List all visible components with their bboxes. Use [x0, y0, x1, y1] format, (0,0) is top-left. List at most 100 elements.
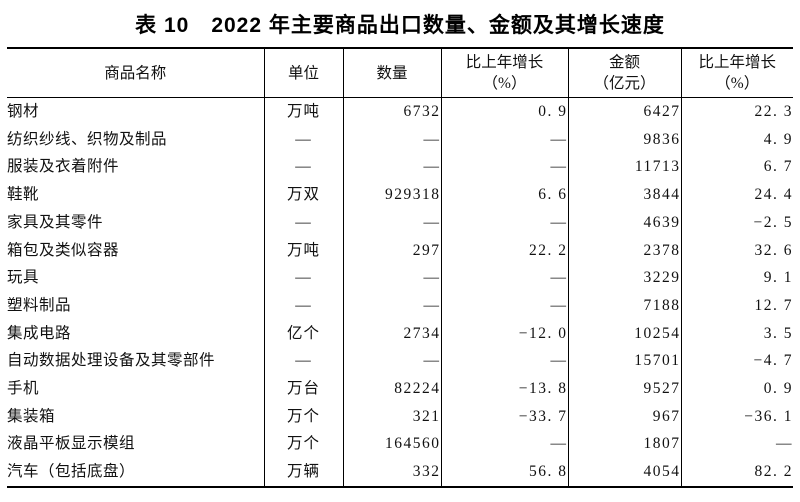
cell-quantity-growth: — — [440, 430, 568, 459]
cell-quantity: 2734 — [342, 319, 441, 348]
cell-unit: — — [263, 347, 343, 376]
cell-unit: — — [263, 208, 343, 237]
cell-unit: 万台 — [263, 375, 343, 403]
cell-amount: 1807 — [567, 430, 681, 459]
table-row: 玩具 — — — 3229 9. 1 — [7, 264, 793, 292]
cell-amount-growth: −4. 7 — [680, 347, 793, 376]
table-row: 箱包及类似容器 万吨 297 22. 2 2378 32. 6 — [7, 236, 793, 265]
cell-amount-growth: 12. 7 — [680, 291, 793, 320]
cell-commodity-name: 纺织纱线、织物及制品 — [7, 130, 168, 148]
cell-quantity: — — [342, 347, 441, 376]
cell-unit: — — [263, 291, 343, 320]
cell-commodity-name: 液晶平板显示模组 — [7, 435, 136, 453]
header-quantity-growth: 比上年增长 （%） — [440, 48, 568, 98]
cell-quantity-growth: −33. 7 — [440, 402, 568, 431]
cell-quantity-growth: — — [440, 291, 568, 320]
table-row: 钢材 万吨 6732 0. 9 6427 22. 3 — [7, 97, 793, 126]
cell-amount: 9527 — [567, 375, 681, 403]
cell-commodity-name: 钢材 — [7, 103, 40, 120]
cell-commodity-name: 塑料制品 — [7, 296, 72, 314]
cell-unit: 万吨 — [263, 236, 343, 265]
cell-commodity-name: 玩具 — [7, 269, 40, 287]
table-row: 鞋靴 万双 929318 6. 6 3844 24. 4 — [7, 181, 793, 209]
cell-amount: 6427 — [567, 97, 681, 126]
cell-quantity: 929318 — [342, 181, 441, 209]
cell-commodity-name: 手机 — [7, 380, 40, 398]
header-row: 商品名称 单位 数量 比上年增长 （%） 金额 （亿元） 比上年增长 （%） — [7, 48, 793, 98]
header-quantity-growth-line1: 比上年增长 — [465, 54, 544, 71]
cell-amount-growth: 6. 7 — [680, 153, 793, 182]
table-row: 液晶平板显示模组 万个 164560 — 1807 — — [7, 430, 793, 459]
cell-quantity: 6732 — [342, 97, 441, 126]
cell-amount-growth: 22. 3 — [680, 97, 793, 126]
cell-quantity-growth: 0. 9 — [440, 97, 568, 126]
cell-quantity-growth: — — [440, 208, 568, 237]
header-unit-label: 单位 — [287, 64, 319, 82]
cell-quantity: 321 — [342, 402, 441, 431]
header-unit: 单位 — [263, 48, 343, 98]
cell-amount: 3229 — [567, 264, 681, 292]
cell-unit: 万个 — [263, 402, 343, 431]
header-commodity-name-label: 商品名称 — [104, 64, 167, 82]
table-row: 服装及衣着附件 — — — 11713 6. 7 — [7, 153, 793, 182]
cell-quantity-growth: 56. 8 — [440, 458, 568, 487]
cell-amount: 2378 — [567, 236, 681, 265]
cell-unit: — — [263, 125, 343, 154]
cell-quantity-growth: −12. 0 — [440, 319, 568, 348]
cell-quantity: 82224 — [342, 375, 441, 403]
cell-amount: 15701 — [567, 347, 681, 376]
cell-amount: 9836 — [567, 125, 681, 154]
cell-quantity-growth: — — [440, 264, 568, 292]
cell-quantity: 332 — [342, 458, 441, 487]
cell-commodity-name: 集成电路 — [7, 324, 72, 342]
cell-unit: 万双 — [263, 181, 343, 209]
table-row: 集装箱 万个 321 −33. 7 967 −36. 1 — [7, 402, 793, 431]
cell-unit: — — [263, 153, 343, 182]
table-row: 自动数据处理设备及其零部件 — — — 15701 −4. 7 — [7, 347, 793, 376]
table-row: 集成电路 亿个 2734 −12. 0 10254 3. 5 — [7, 319, 793, 348]
cell-amount-growth: 4. 9 — [680, 125, 793, 154]
table-row: 汽车（包括底盘） 万辆 332 56. 8 4054 82. 2 — [7, 458, 793, 487]
header-quantity: 数量 — [342, 48, 441, 98]
cell-quantity-growth: 6. 6 — [440, 181, 568, 209]
cell-amount: 967 — [567, 402, 681, 431]
cell-amount-growth: 9. 1 — [680, 264, 793, 292]
cell-amount-growth: 3. 5 — [680, 319, 793, 348]
cell-unit: 万吨 — [263, 97, 343, 126]
cell-quantity: 164560 — [342, 430, 441, 459]
cell-commodity-name: 集装箱 — [7, 407, 56, 425]
cell-commodity-name: 箱包及类似容器 — [7, 241, 120, 259]
cell-amount: 7188 — [567, 291, 681, 320]
header-quantity-label: 数量 — [376, 64, 408, 82]
cell-quantity-growth: — — [440, 125, 568, 154]
cell-amount-growth: −36. 1 — [680, 402, 793, 431]
header-amount-line1: 金额 — [608, 54, 640, 71]
cell-amount: 11713 — [567, 153, 681, 182]
cell-amount-growth: 32. 6 — [680, 236, 793, 265]
cell-amount-growth: −2. 5 — [680, 208, 793, 237]
cell-quantity: — — [342, 125, 441, 154]
cell-amount: 4054 — [567, 458, 681, 487]
header-amount-growth-line1: 比上年增长 — [698, 54, 776, 71]
table-row: 家具及其零件 — — — 4639 −2. 5 — [7, 208, 793, 237]
cell-commodity-name: 家具及其零件 — [7, 213, 104, 231]
cell-unit: 亿个 — [263, 319, 343, 348]
table-row: 塑料制品 — — — 7188 12. 7 — [7, 291, 793, 320]
cell-unit: 万辆 — [263, 458, 343, 487]
cell-quantity: — — [342, 264, 441, 292]
cell-quantity-growth: — — [440, 347, 568, 376]
cell-quantity: 297 — [342, 236, 441, 265]
cell-amount-growth: 24. 4 — [680, 181, 793, 209]
table-row: 手机 万台 82224 −13. 8 9527 0. 9 — [7, 375, 793, 403]
header-amount: 金额 （亿元） — [567, 48, 681, 98]
cell-quantity: — — [342, 208, 441, 237]
cell-amount: 4639 — [567, 208, 681, 237]
cell-commodity-name: 服装及衣着附件 — [7, 158, 120, 176]
header-amount-growth: 比上年增长 （%） — [680, 48, 793, 98]
export-commodities-table: 商品名称 单位 数量 比上年增长 （%） 金额 （亿元） 比上年增长 （%） — [7, 47, 793, 488]
cell-unit: 万个 — [263, 430, 343, 459]
table-title: 表 10 2022 年主要商品出口数量、金额及其增长速度 — [135, 14, 665, 37]
header-amount-line2: （亿元） — [593, 75, 656, 92]
cell-quantity: — — [342, 153, 441, 182]
cell-amount: 10254 — [567, 319, 681, 348]
